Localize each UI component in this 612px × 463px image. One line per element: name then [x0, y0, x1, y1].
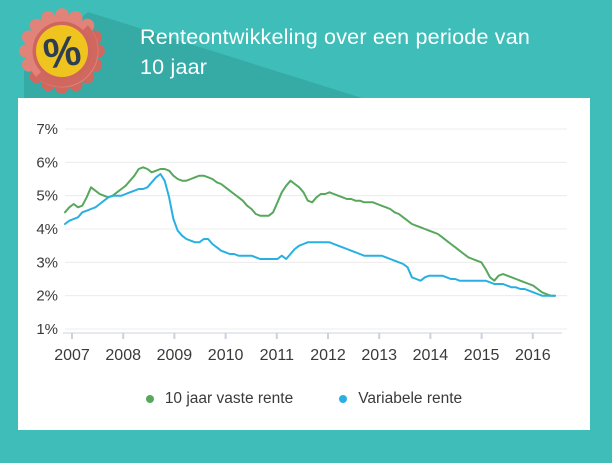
legend-item-fixed-rate: 10 jaar vaste rente — [145, 390, 294, 408]
header: % Renteontwikkeling over een periode van… — [0, 0, 612, 98]
badge-shadow — [24, 12, 362, 98]
chart-card: 7% 6% 5% 4% 3% 2% 1% 2007 2008 2009 2010 2011 2012 20… — [18, 98, 590, 430]
page-title-line2: 10 jaar — [140, 55, 208, 79]
percent-symbol: % — [40, 26, 84, 78]
blue-dot-icon — [339, 395, 348, 403]
x-axis-label: 2011 — [260, 347, 295, 364]
y-axis-label: 1% — [36, 321, 58, 338]
x-axis-label: 2008 — [105, 347, 141, 364]
percent-badge-icon: % — [19, 8, 105, 94]
y-axis-label: 3% — [36, 254, 58, 271]
y-axis-label: 7% — [36, 121, 58, 138]
badge-yellow-disc — [36, 25, 88, 77]
legend-item-variable-rate: Variabele rente — [339, 390, 462, 408]
x-axis-label: 2012 — [310, 347, 346, 364]
green-dot-icon — [145, 395, 154, 403]
x-axis-label: 2015 — [464, 347, 500, 364]
y-axis-label: 6% — [36, 154, 58, 171]
x-axis-label: 2014 — [413, 347, 449, 364]
series-line-fixed-rate — [64, 166, 556, 297]
legend-label-variable-rate: Variabele rente — [358, 390, 463, 407]
x-axis-label: 2013 — [361, 347, 397, 364]
chart-legend: 10 jaar vaste rente Variabele rente — [18, 390, 590, 408]
y-axis-label: 4% — [36, 221, 58, 238]
x-axis-label: 2007 — [54, 347, 90, 364]
series-line-variable-rate — [64, 173, 556, 297]
x-axis-label: 2009 — [157, 347, 193, 364]
legend-label-fixed-rate: 10 jaar vaste rente — [164, 390, 294, 407]
y-axis-label: 2% — [36, 288, 58, 305]
page-title-line1: Renteontwikkeling over een periode van — [140, 25, 531, 49]
rate-chart: 7% 6% 5% 4% 3% 2% 1% 2007 2008 2009 2010 2011 2012 20… — [36, 121, 567, 364]
x-axis-label: 2010 — [208, 347, 244, 364]
x-axis-label: 2016 — [515, 347, 551, 364]
y-axis-label: 5% — [36, 188, 58, 205]
page-title: Renteontwikkeling over een periode van 1… — [140, 22, 530, 82]
